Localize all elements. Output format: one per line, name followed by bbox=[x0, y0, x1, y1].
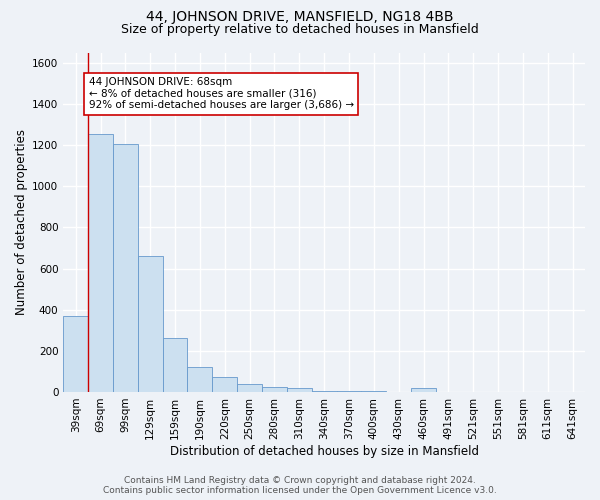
Bar bbox=[88, 134, 113, 392]
Bar bbox=[113, 144, 138, 392]
Bar bbox=[187, 368, 212, 392]
Bar bbox=[138, 256, 163, 392]
Bar bbox=[361, 391, 386, 392]
Text: Size of property relative to detached houses in Mansfield: Size of property relative to detached ho… bbox=[121, 22, 479, 36]
Text: 44, JOHNSON DRIVE, MANSFIELD, NG18 4BB: 44, JOHNSON DRIVE, MANSFIELD, NG18 4BB bbox=[146, 10, 454, 24]
Text: Contains HM Land Registry data © Crown copyright and database right 2024.
Contai: Contains HM Land Registry data © Crown c… bbox=[103, 476, 497, 495]
Bar bbox=[63, 316, 88, 392]
Bar bbox=[312, 391, 337, 392]
X-axis label: Distribution of detached houses by size in Mansfield: Distribution of detached houses by size … bbox=[170, 444, 479, 458]
Y-axis label: Number of detached properties: Number of detached properties bbox=[15, 129, 28, 315]
Bar bbox=[262, 387, 287, 392]
Bar bbox=[237, 384, 262, 392]
Bar bbox=[163, 338, 187, 392]
Bar bbox=[337, 391, 361, 392]
Bar bbox=[212, 377, 237, 392]
Bar bbox=[287, 388, 312, 392]
Bar bbox=[411, 388, 436, 392]
Text: 44 JOHNSON DRIVE: 68sqm
← 8% of detached houses are smaller (316)
92% of semi-de: 44 JOHNSON DRIVE: 68sqm ← 8% of detached… bbox=[89, 77, 354, 110]
